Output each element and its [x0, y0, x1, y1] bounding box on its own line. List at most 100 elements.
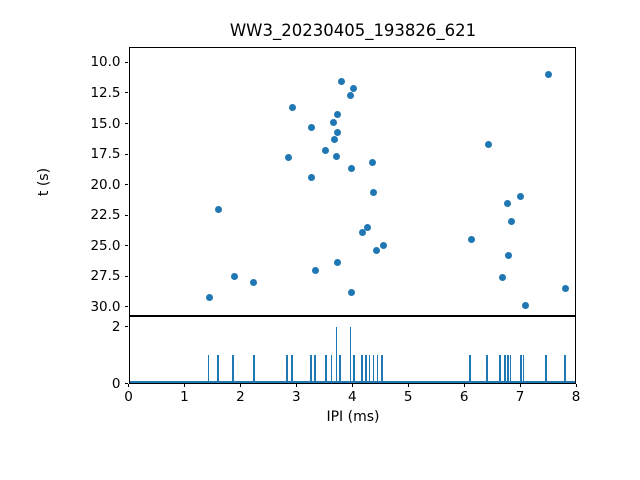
x-tick: [183, 383, 185, 387]
y-tick-label: 12.5: [90, 84, 121, 101]
scatter-point: [521, 302, 529, 310]
y-tick: [124, 61, 128, 63]
spike: [544, 355, 547, 383]
x-tick: [239, 383, 241, 387]
spike: [349, 326, 352, 383]
x-tick: [575, 383, 577, 387]
y-axis-label: t (s): [36, 167, 52, 197]
scatter-point: [331, 135, 339, 143]
y-tick: [124, 245, 128, 247]
scatter-point: [348, 288, 356, 296]
spike: [217, 355, 219, 383]
x-tick-label: 1: [180, 388, 189, 405]
scatter-point: [350, 84, 358, 92]
spike-baseline: [129, 381, 575, 383]
scatter-point: [373, 247, 381, 255]
scatter-point: [322, 146, 330, 154]
scatter-point: [468, 236, 476, 244]
y-tick-label: 27.5: [90, 268, 121, 285]
spike: [563, 355, 566, 383]
x-tick: [295, 383, 297, 387]
spike: [468, 355, 471, 383]
x-tick: [463, 383, 465, 387]
scatter-point: [332, 153, 340, 161]
y-tick-label: 30.0: [90, 298, 121, 315]
spike: [314, 355, 317, 383]
scatter-point: [230, 272, 238, 280]
scatter-point: [517, 193, 525, 201]
spike: [506, 355, 509, 383]
spike: [380, 355, 383, 383]
y-tick: [124, 214, 128, 216]
y-tick-label: 17.5: [90, 146, 121, 163]
spike: [207, 355, 210, 383]
spike: [309, 355, 312, 383]
spike: [509, 355, 512, 383]
x-tick-label: 4: [347, 388, 357, 405]
y-tick: [124, 153, 128, 155]
x-tick-label: 6: [459, 388, 469, 405]
scatter-point: [334, 128, 342, 136]
spike: [519, 355, 522, 383]
scatter-point: [364, 223, 372, 231]
spike-plot-axes: [128, 315, 576, 384]
y-tick: [124, 123, 128, 125]
chart-title: WW3_20230405_193826_621: [229, 21, 477, 40]
scatter-point: [250, 278, 258, 286]
scatter-point: [358, 228, 366, 236]
spike: [372, 355, 375, 383]
y-tick-label: 20.0: [90, 176, 121, 193]
scatter-point: [347, 91, 355, 99]
spike: [522, 355, 525, 383]
x-tick: [351, 383, 353, 387]
scatter-point: [485, 140, 493, 148]
scatter-point: [370, 188, 377, 196]
x-tick: [519, 383, 521, 387]
scatter-point: [507, 217, 515, 225]
x-tick-label: 2: [236, 388, 245, 405]
scatter-point: [289, 104, 297, 112]
spike: [360, 355, 363, 383]
spike: [486, 355, 488, 383]
x-tick: [407, 383, 409, 387]
x-tick-label: 7: [515, 388, 525, 405]
y-tick: [124, 306, 128, 308]
y-tick: [124, 326, 128, 328]
x-tick: [128, 383, 129, 387]
x-tick-label: 3: [292, 388, 301, 405]
y-tick-label: 22.5: [90, 207, 121, 224]
spike: [376, 355, 379, 383]
scatter-point: [329, 118, 337, 126]
x-tick-label: 8: [571, 388, 581, 405]
spike: [291, 355, 294, 383]
y-tick-label: 10.0: [90, 54, 121, 71]
scatter-point: [544, 71, 552, 79]
scatter-point: [333, 259, 341, 267]
spike: [499, 355, 501, 383]
spike: [232, 355, 234, 383]
y-tick: [124, 275, 128, 277]
x-tick-label: 0: [124, 388, 133, 405]
scatter-point: [307, 123, 315, 131]
y-tick-label: 2: [111, 318, 121, 335]
x-tick-label: 5: [403, 388, 413, 405]
y-tick: [124, 184, 128, 186]
spike: [504, 355, 506, 383]
y-tick: [124, 383, 128, 384]
spike: [364, 355, 367, 383]
spike: [353, 355, 355, 383]
spike: [330, 355, 333, 383]
spike: [286, 355, 289, 383]
x-axis-label: IPI (ms): [326, 409, 380, 425]
scatter-point: [284, 154, 292, 162]
scatter-point: [334, 111, 342, 119]
scatter-point: [214, 205, 222, 213]
spike: [335, 326, 338, 383]
scatter-point: [503, 199, 511, 207]
scatter-point: [498, 274, 506, 282]
y-tick-label: 15.0: [90, 115, 121, 132]
spike: [325, 355, 327, 383]
y-tick-label: 25.0: [90, 237, 121, 254]
scatter-point: [505, 252, 513, 260]
